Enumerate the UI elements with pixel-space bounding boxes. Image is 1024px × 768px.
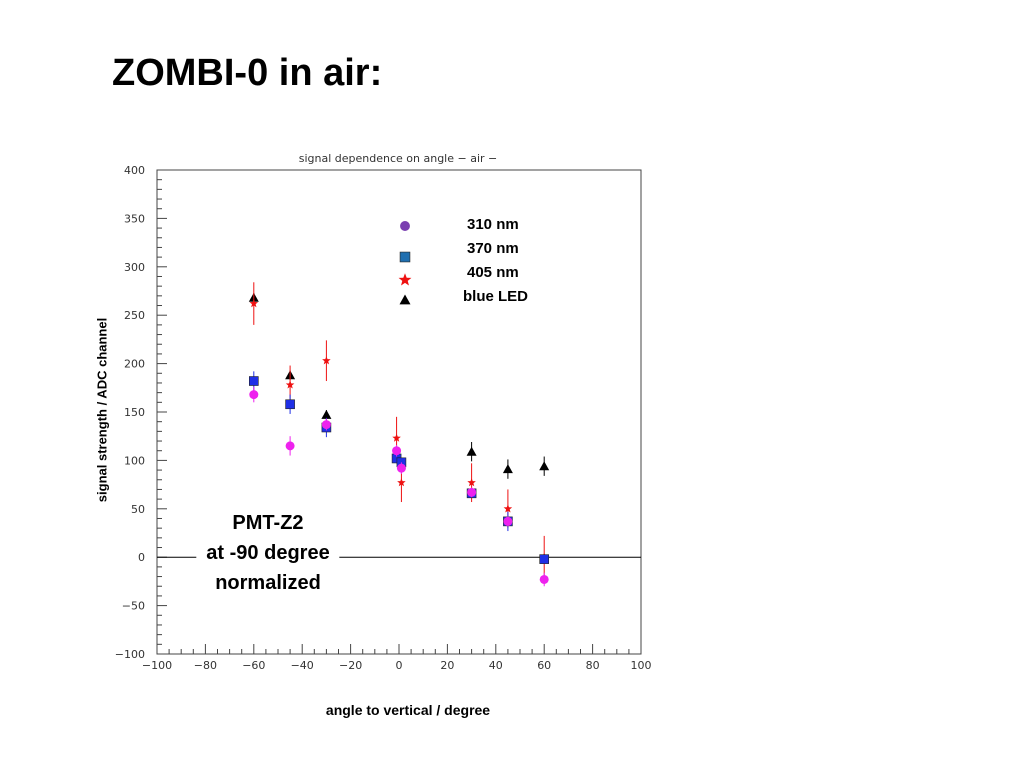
point-405-nm (249, 299, 259, 308)
point-405-nm (503, 504, 513, 513)
y-tick-label: −100 (115, 648, 145, 661)
point-blue-led (539, 461, 550, 471)
annotation-line: at -90 degree (206, 542, 330, 564)
point-405-nm (397, 478, 406, 487)
point-405-nm (392, 433, 401, 442)
point-310-nm (249, 390, 259, 400)
x-tick-label: −100 (142, 659, 172, 672)
point-310-nm (392, 446, 402, 456)
chart-title: signal dependence on angle − air − (298, 152, 498, 165)
x-axis-label: angle to vertical / degree (325, 702, 491, 718)
legend-marker-310-nm (400, 221, 410, 231)
data-points (248, 282, 550, 587)
y-tick-label: 0 (138, 551, 145, 564)
y-tick-label: 300 (124, 261, 145, 274)
y-tick-label: 400 (124, 164, 145, 177)
legend-label-310nm: 310 nm (467, 216, 519, 233)
x-tick-label: 20 (440, 659, 454, 672)
y-tick-label: 150 (124, 406, 145, 419)
point-405-nm (285, 380, 295, 389)
y-tick-label: 250 (124, 309, 145, 322)
point-310-nm (285, 441, 295, 451)
point-370-nm (285, 399, 295, 410)
point-310-nm (321, 420, 331, 430)
legend-marker-blue-led (399, 294, 411, 305)
annotation-line: normalized (215, 572, 321, 594)
x-tick-label: −40 (291, 659, 314, 672)
x-tick-label: −80 (194, 659, 217, 672)
point-405-nm (467, 478, 476, 487)
legend-markers (398, 221, 412, 305)
annotation-line: PMT-Z2 (232, 512, 304, 534)
legend-label-370nm: 370 nm (467, 240, 519, 257)
point-blue-led (321, 409, 332, 419)
x-tick-label: 100 (631, 659, 652, 672)
point-370-nm (539, 554, 550, 564)
y-axis-label: signal strength / ADC channel (94, 317, 110, 503)
y-tick-label: 200 (124, 358, 145, 371)
legend-marker-370-nm (399, 251, 411, 263)
point-blue-led (466, 446, 477, 456)
point-310-nm (539, 574, 549, 584)
y-tick-label: 350 (124, 212, 145, 225)
point-310-nm (396, 463, 406, 473)
x-tick-label: −20 (339, 659, 362, 672)
point-blue-led (502, 464, 513, 474)
x-tick-label: 0 (396, 659, 403, 672)
y-tick-label: 50 (131, 503, 145, 516)
y-tick-label: −50 (122, 600, 145, 613)
y-tick-label: 100 (124, 454, 145, 467)
point-310-nm (503, 516, 513, 526)
legend-label-405nm: 405 nm (467, 264, 519, 281)
point-405-nm (322, 356, 331, 365)
x-tick-label: 60 (537, 659, 551, 672)
x-tick-label: 80 (586, 659, 600, 672)
point-310-nm (467, 487, 477, 497)
x-tick-label: −60 (242, 659, 265, 672)
slide-title: ZOMBI-0 in air: (112, 52, 383, 94)
point-370-nm (249, 376, 259, 386)
x-tick-label: 40 (489, 659, 503, 672)
legend-label-blue-led: blue LED (463, 288, 529, 305)
annotation-box: PMT-Z2 at -90 degree normalized (196, 508, 340, 598)
legend-marker-405-nm (398, 273, 412, 286)
